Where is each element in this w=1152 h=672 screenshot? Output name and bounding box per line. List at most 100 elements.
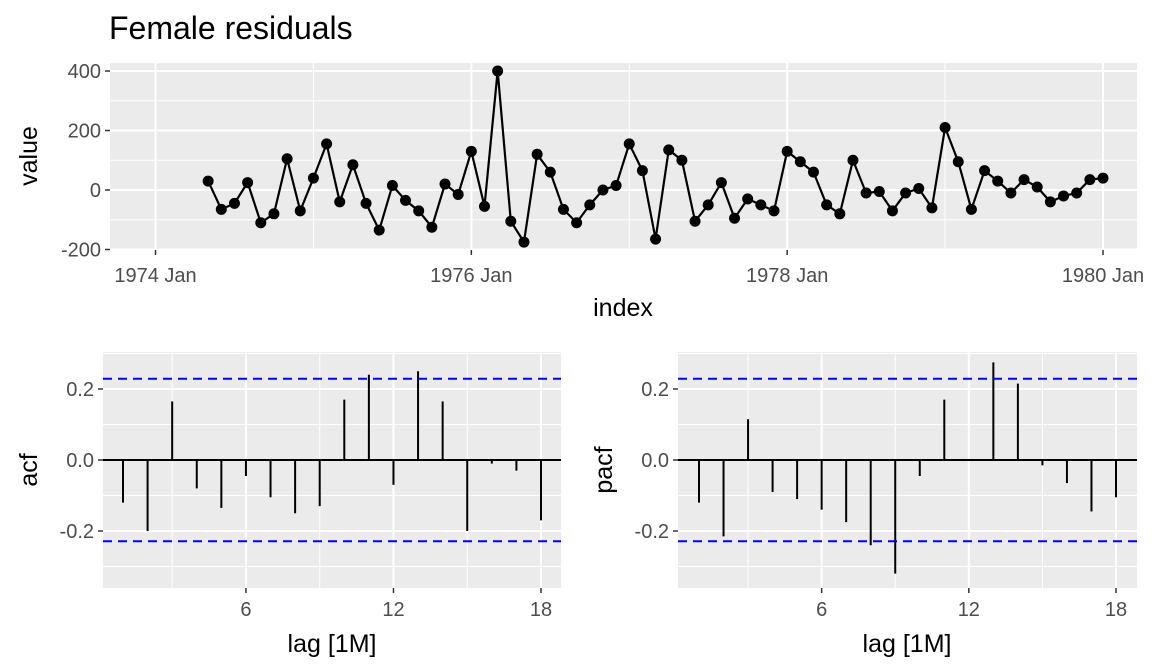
data-point — [571, 217, 583, 229]
data-point — [729, 212, 741, 224]
data-point — [794, 156, 806, 168]
data-point — [650, 233, 662, 245]
data-point — [1084, 174, 1096, 186]
data-point — [439, 178, 451, 190]
data-point — [492, 65, 504, 77]
data-point — [755, 199, 767, 211]
time-series-y-axis-label: value — [15, 126, 43, 186]
data-point — [321, 138, 333, 150]
time-series-plot-background — [110, 63, 1137, 250]
data-point — [781, 145, 793, 157]
data-point — [373, 224, 385, 236]
data-point — [768, 205, 780, 217]
data-point — [886, 205, 898, 217]
data-point — [873, 185, 885, 197]
data-point — [965, 203, 977, 215]
acf-panel: 6 12 18 0.2 0.0 -0.2 lag [1M] acf — [15, 352, 561, 658]
x-tick-label: 12 — [958, 599, 980, 621]
data-point — [334, 196, 346, 208]
x-tick-label: 1978 Jan — [746, 265, 828, 287]
data-point — [992, 175, 1004, 187]
data-point — [360, 197, 372, 209]
data-point — [913, 183, 925, 195]
y-tick-label: -0.2 — [60, 521, 94, 543]
data-point — [1058, 190, 1070, 202]
x-tick-label: 1974 Jan — [114, 265, 196, 287]
acf-plot-background — [103, 352, 561, 588]
data-point — [702, 199, 714, 211]
acf-ticks: 6 12 18 0.2 0.0 -0.2 — [60, 379, 553, 621]
y-tick-label: -0.2 — [635, 521, 669, 543]
x-tick-label: 18 — [530, 599, 552, 621]
data-point — [847, 154, 859, 166]
data-point — [268, 208, 280, 220]
x-tick-label: 12 — [382, 599, 404, 621]
data-point — [307, 172, 319, 184]
data-point — [807, 166, 819, 178]
y-tick-label: 0.0 — [66, 450, 94, 472]
data-point — [597, 184, 609, 196]
data-point — [281, 153, 293, 165]
chart-title: Female residuals — [109, 10, 353, 46]
y-tick-label: -200 — [61, 240, 101, 262]
data-point — [636, 165, 648, 177]
y-tick-label: 200 — [68, 121, 101, 143]
y-tick-label: 400 — [68, 61, 101, 83]
data-point — [294, 205, 306, 217]
data-point — [689, 215, 701, 227]
data-point — [860, 187, 872, 199]
data-point — [834, 208, 846, 220]
data-point — [557, 203, 569, 215]
data-point — [452, 188, 464, 200]
data-point — [952, 156, 964, 168]
pacf-panel: 6 12 18 0.2 0.0 -0.2 lag [1M] pacf — [590, 352, 1137, 658]
data-point — [1097, 172, 1109, 184]
data-point — [426, 221, 438, 233]
data-point — [1071, 187, 1083, 199]
x-tick-label: 6 — [816, 599, 827, 621]
data-point — [663, 144, 675, 156]
data-point — [347, 159, 359, 171]
x-tick-label: 1980 Jan — [1062, 265, 1144, 287]
data-point — [623, 138, 635, 150]
data-point — [202, 175, 214, 187]
data-point — [505, 215, 517, 227]
y-tick-label: 0.2 — [641, 379, 669, 401]
data-point — [821, 199, 833, 211]
data-point — [465, 145, 477, 157]
acf-marks — [103, 371, 561, 543]
data-point — [742, 193, 754, 205]
time-series-x-axis-label: index — [593, 294, 653, 322]
pacf-plot-background — [678, 352, 1137, 588]
pacf-marks — [678, 362, 1137, 574]
y-tick-label: 0.2 — [66, 379, 94, 401]
x-tick-label: 6 — [240, 599, 251, 621]
y-tick-label: 0 — [90, 180, 101, 202]
data-point — [413, 205, 425, 217]
data-point — [518, 236, 530, 248]
pacf-ticks: 6 12 18 0.2 0.0 -0.2 — [635, 379, 1128, 621]
data-point — [926, 202, 938, 214]
x-tick-label: 1976 Jan — [430, 265, 512, 287]
acf-x-axis-label: lag [1M] — [288, 630, 377, 658]
data-point — [676, 154, 688, 166]
data-point — [400, 194, 412, 206]
data-point — [715, 177, 727, 189]
pacf-x-axis-label: lag [1M] — [863, 630, 952, 658]
data-point — [1044, 196, 1056, 208]
data-point — [584, 199, 596, 211]
data-point — [1031, 181, 1043, 193]
data-point — [1005, 187, 1017, 199]
data-point — [610, 180, 622, 192]
acf-y-axis-label: acf — [15, 453, 43, 486]
data-point — [544, 166, 556, 178]
pacf-y-axis-label: pacf — [590, 446, 618, 493]
data-point — [386, 180, 398, 192]
residuals-time-series-panel: 1974 Jan 1976 Jan 1978 Jan 1980 Jan 400 200 0 -… — [15, 61, 1144, 322]
data-point — [939, 122, 951, 134]
y-tick-label: 0.0 — [641, 450, 669, 472]
time-series-marks — [202, 65, 1109, 248]
data-point — [1018, 174, 1030, 186]
data-point — [979, 165, 991, 177]
